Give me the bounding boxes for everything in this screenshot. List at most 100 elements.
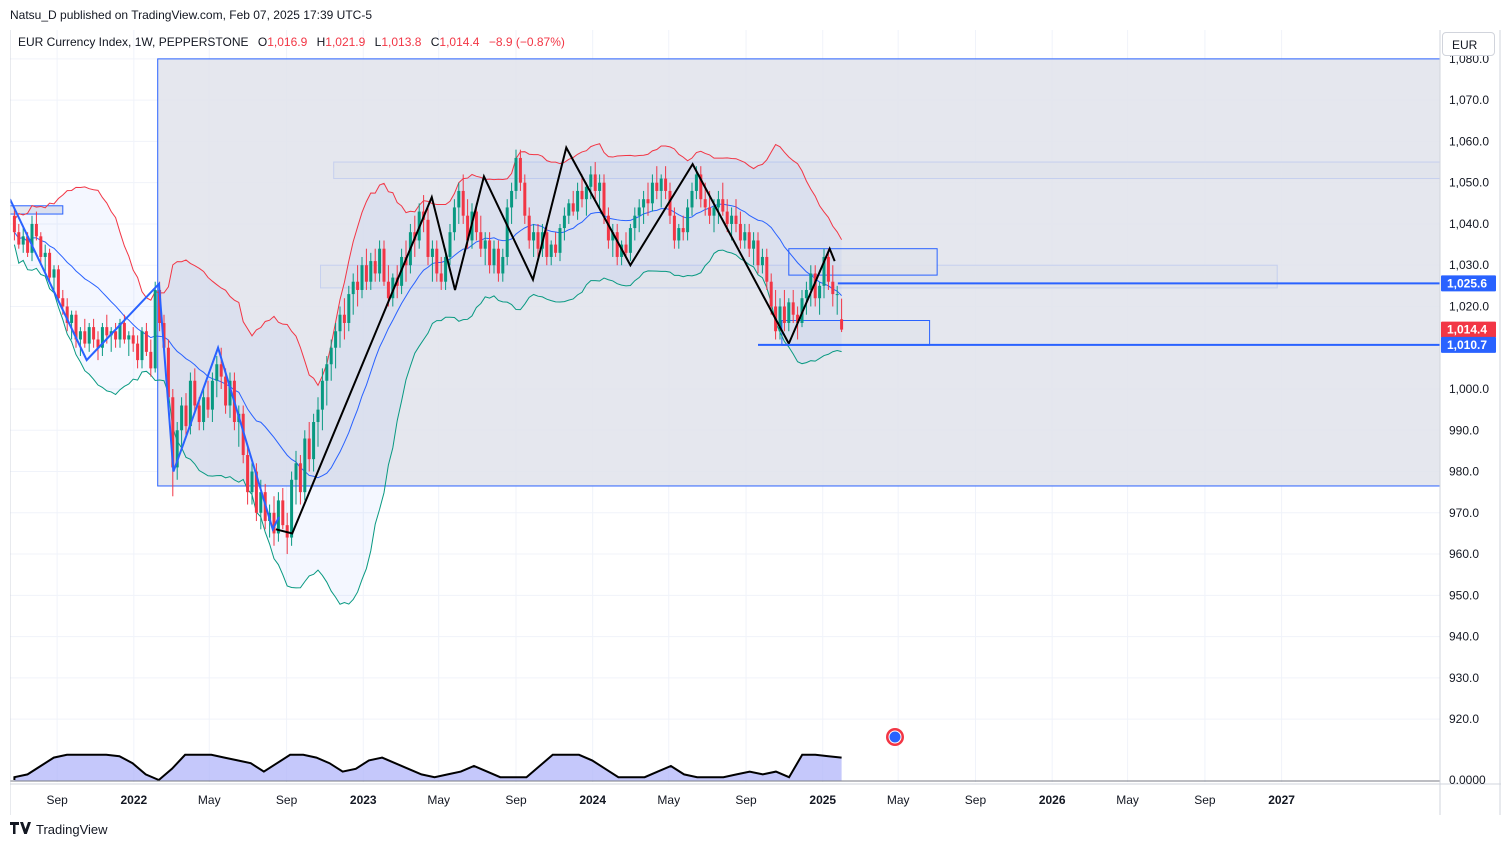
candle-body [329, 347, 333, 365]
open-label: O [257, 35, 268, 49]
candle-body [30, 223, 34, 253]
zone-box [788, 248, 938, 276]
candle-body [39, 236, 43, 257]
candle-body [83, 331, 87, 344]
candle-body [312, 422, 316, 460]
symbol-name: EUR Currency Index, 1W, PEPPERSTONE [18, 35, 249, 49]
tradingview-footer: TradingView [10, 822, 108, 837]
x-tick-label: 2025 [809, 793, 836, 807]
y-tick-label: 970.0 [1449, 506, 1479, 520]
price-label-text: 1,014.4 [1447, 323, 1487, 337]
candle-body [12, 215, 16, 233]
candle-body [74, 314, 78, 340]
candle-body [633, 215, 637, 229]
candle-body [664, 178, 668, 191]
x-tick-label: May [657, 793, 680, 807]
candle-body [760, 256, 764, 266]
candle-body [589, 174, 593, 187]
candle-body [303, 438, 307, 493]
candle-body [655, 182, 659, 191]
oscillator-fill [14, 754, 842, 781]
candle-body [136, 343, 140, 361]
candle-body [65, 306, 69, 323]
price-chart[interactable]: 1,080.01,070.01,060.01,050.01,040.01,030… [10, 30, 1501, 815]
candle-body [342, 314, 346, 323]
candle-body [681, 228, 685, 233]
x-tick-label: 2023 [350, 793, 377, 807]
candle-body [558, 228, 562, 253]
price-label-box [1441, 336, 1496, 353]
candle-body [452, 207, 456, 233]
candle-body [518, 157, 522, 183]
change-value: −8.9 (−0.87%) [488, 35, 565, 49]
candle-body [439, 273, 443, 282]
candle-body [624, 244, 628, 253]
candle-body [703, 199, 707, 208]
candle-body [426, 219, 430, 257]
tradingview-brand: TradingView [36, 822, 108, 837]
x-tick-label: Sep [965, 793, 987, 807]
candle-body [48, 252, 52, 278]
candle-body [628, 228, 632, 253]
candle-body [835, 294, 839, 296]
candle-body [712, 207, 716, 216]
candle-body [158, 289, 162, 323]
candle-body [505, 207, 509, 257]
candle-body [818, 285, 822, 299]
candle-body [716, 199, 720, 208]
candle-body [721, 199, 725, 212]
candle-body [545, 232, 549, 257]
open-value: 1,016.9 [267, 35, 308, 49]
candle-body [307, 438, 311, 460]
x-tick-label: Sep [276, 793, 298, 807]
candle-body [686, 207, 690, 233]
candle-body [778, 306, 782, 332]
candle-body [378, 248, 382, 274]
candle-body [166, 347, 170, 398]
oscillator-line [13, 753, 842, 782]
x-tick-label: Sep [735, 793, 757, 807]
y-tick-label: 1,000.0 [1449, 382, 1489, 396]
chart-area[interactable]: 1,080.0 1,070.0 1,060.0 1,050.0 1,040.0 1,030… [10, 30, 1501, 815]
candle-body [765, 256, 769, 282]
candle-body [87, 327, 91, 344]
candle-body [43, 252, 47, 257]
candle-body [153, 289, 157, 369]
oscillator-tick-label: 0.0000 [1449, 773, 1486, 787]
candle-body [171, 397, 175, 468]
candle-body [96, 339, 100, 348]
candle-body [281, 500, 285, 526]
candle-body [131, 335, 135, 344]
basis-line [13, 203, 842, 479]
candle-body [584, 186, 588, 200]
candle-body [320, 380, 324, 410]
candle-body [224, 376, 228, 406]
candle-body [162, 322, 166, 348]
price-label-text: 1,025.6 [1447, 276, 1487, 290]
candle-body [382, 248, 386, 282]
currency-button[interactable]: EUR [1442, 32, 1495, 56]
x-tick-label: 2027 [1268, 793, 1295, 807]
candle-body [699, 174, 703, 200]
candle-body [646, 199, 650, 204]
candle-body [122, 322, 126, 340]
candle-body [202, 397, 206, 423]
candle-body [474, 211, 478, 233]
candle-body [180, 405, 184, 431]
candle-body [52, 269, 56, 278]
x-tick-label: Sep [1194, 793, 1216, 807]
zigzag-early-line [10, 198, 280, 532]
y-tick-label: 1,050.0 [1449, 176, 1489, 190]
candle-body [197, 405, 201, 423]
y-tick-label: 1,070.0 [1449, 93, 1489, 107]
close-label: C [430, 35, 440, 49]
candle-body [496, 248, 500, 274]
candle-body [787, 302, 791, 323]
y-tick-label: 980.0 [1449, 465, 1479, 479]
candle-body [483, 240, 487, 249]
candle-body [351, 281, 355, 295]
candle-body [140, 331, 144, 361]
candle-body [175, 430, 179, 468]
candle-body [457, 190, 461, 208]
candle-body [782, 306, 786, 323]
